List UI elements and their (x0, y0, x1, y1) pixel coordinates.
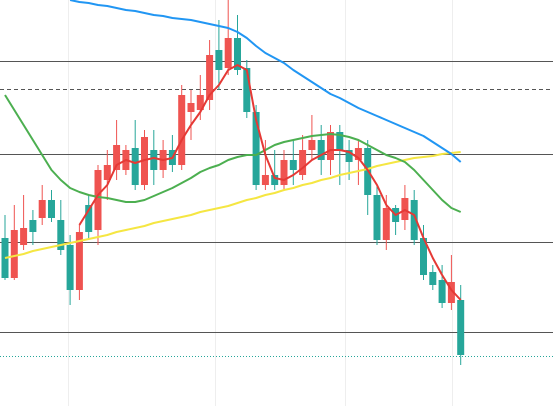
candle-body (243, 68, 251, 112)
candle-body (20, 228, 28, 245)
candle-body (234, 38, 241, 70)
candle-body (438, 280, 446, 303)
candle-body (382, 208, 390, 240)
candle-body (48, 200, 55, 218)
candle-body (206, 55, 214, 100)
candle-body (38, 200, 46, 218)
candle-body (336, 132, 344, 150)
candle-body (252, 112, 260, 185)
candle-body (429, 272, 437, 285)
candle-body (178, 95, 186, 165)
moving-average-line (69, 0, 462, 163)
moving-average-line (4, 151, 461, 259)
candle-body (224, 38, 232, 68)
candle-body (345, 150, 353, 162)
candle-body (420, 238, 427, 275)
candle-body (94, 170, 102, 230)
candle-body (29, 220, 37, 232)
candle-body (317, 140, 325, 160)
candle-body (196, 95, 204, 110)
candle-body (150, 150, 158, 170)
candle-body (75, 232, 83, 290)
candle-body (299, 150, 307, 175)
candle-body (271, 175, 279, 185)
candle-body (57, 220, 65, 250)
moving-average-line (4, 94, 462, 213)
candle-body (131, 148, 139, 185)
candle-body (457, 300, 465, 355)
candle-body (289, 160, 297, 170)
candle-body (187, 103, 195, 112)
candle-body (261, 175, 269, 185)
candle-body (354, 148, 362, 160)
candle-body (10, 230, 18, 278)
candle-body (447, 282, 455, 303)
candle-body (410, 200, 418, 240)
candle-body (280, 160, 288, 185)
candle-body (327, 132, 334, 160)
moving-average-line (78, 64, 462, 301)
candle-body (373, 195, 381, 240)
candle-body (113, 145, 121, 170)
candle-body (85, 205, 93, 232)
candle-body (66, 245, 74, 290)
candle-body (308, 140, 316, 150)
candle-body (215, 50, 223, 70)
candle-body (103, 165, 111, 180)
